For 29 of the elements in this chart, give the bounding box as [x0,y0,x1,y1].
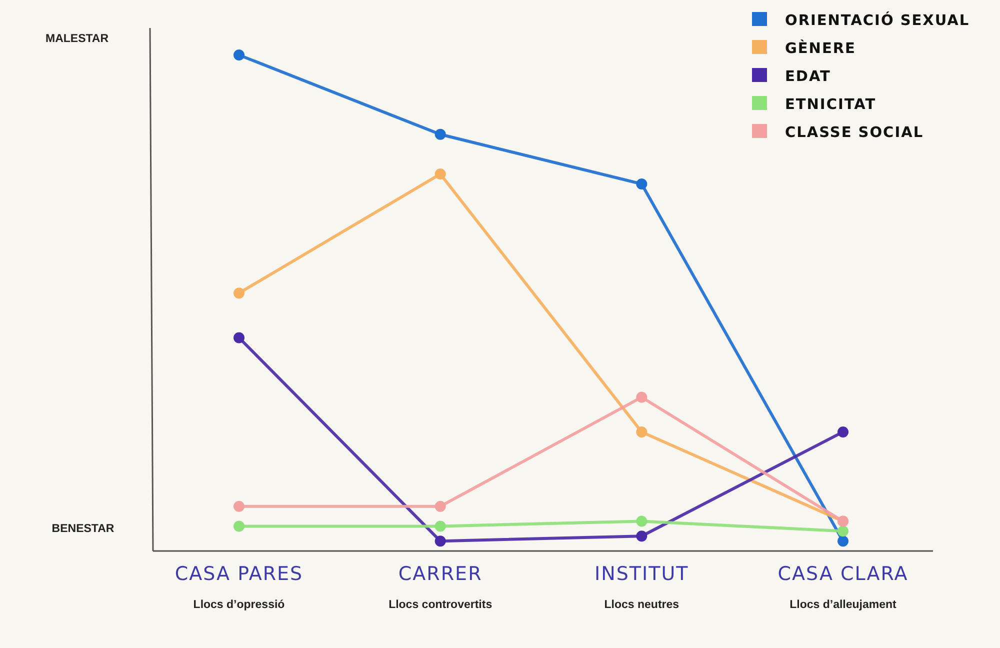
point [838,526,848,537]
point [636,392,648,403]
point [234,50,244,60]
point [636,516,648,527]
point [636,530,648,542]
point [838,426,848,438]
x-tick-label: INSTITUT Llocs neutres [594,563,689,611]
legend-label: ORIENTACIÓ SEXUAL [785,11,970,29]
text: MALESTAR [45,33,110,45]
point [636,426,648,438]
point [434,520,446,532]
point [234,500,244,512]
point [434,128,446,140]
point [636,178,648,190]
point [434,536,446,547]
legend-label: GÈNERE [785,39,856,57]
legend-label: ETNICITAT [785,97,876,113]
point [234,332,244,344]
point [838,536,848,547]
point [234,520,244,532]
x-tick-label: CASA CLARA Llocs d’alleujament [778,563,908,611]
point [434,168,446,180]
legend-label: CLASSE SOCIAL [785,125,924,141]
x-tick-label: CASA PARES Llocs d’opressió [174,563,304,611]
x-tick-label: CARRER Llocs controvertits [388,563,492,611]
point [434,500,446,512]
legend-label: EDAT [785,69,831,85]
point [234,288,244,299]
text: BENESTAR [52,523,115,535]
